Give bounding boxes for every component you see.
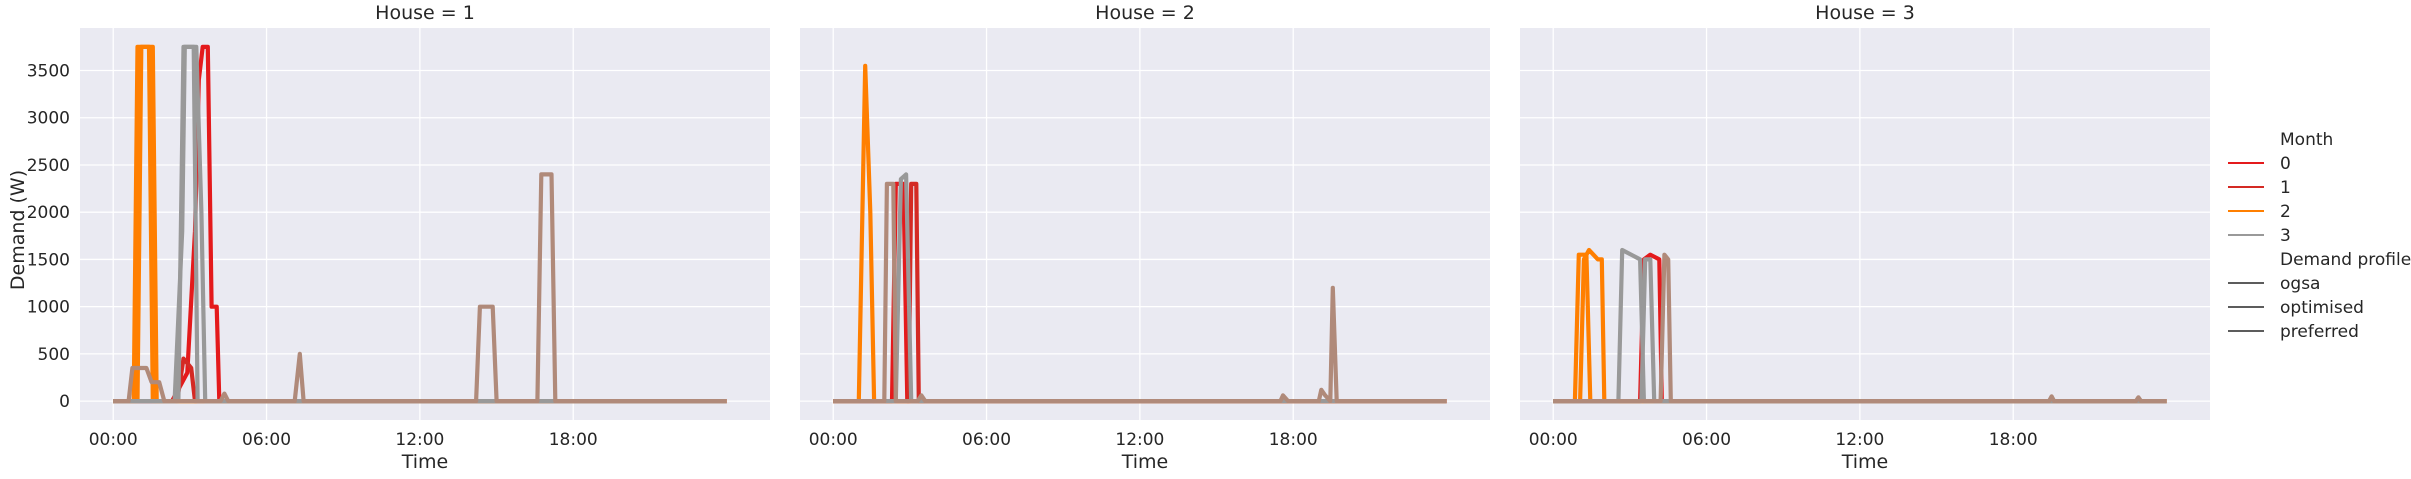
legend-label-month: 0 xyxy=(2280,154,2291,174)
y-tick-label: 3500 xyxy=(27,62,70,82)
legend-title-profile: Demand profile xyxy=(2280,250,2411,270)
x-tick-label: 00:00 xyxy=(809,430,858,450)
plot-background xyxy=(1520,28,2210,420)
x-tick-label: 06:00 xyxy=(1682,430,1731,450)
y-axis-label: Demand (W) xyxy=(7,170,29,290)
legend-label-profile: optimised xyxy=(2280,298,2364,318)
x-tick-label: 06:00 xyxy=(242,430,291,450)
x-tick-label: 18:00 xyxy=(1269,430,1318,450)
panel-2: 00:00 06:00 12:00 18:00 Time House = 2 xyxy=(800,2,1490,473)
legend-label-month: 3 xyxy=(2280,226,2291,246)
x-tick-label: 12:00 xyxy=(1115,430,1164,450)
legend-label-month: 2 xyxy=(2280,202,2291,222)
x-tick-label: 12:00 xyxy=(1835,430,1884,450)
legend-label-month: 1 xyxy=(2280,178,2291,198)
x-axis-label: Time xyxy=(1841,451,1889,473)
panel-title: House = 1 xyxy=(375,2,475,24)
x-tick-label: 00:00 xyxy=(89,430,138,450)
legend-title-month: Month xyxy=(2280,130,2333,150)
y-tick-label: 2500 xyxy=(27,156,70,176)
panel-title: House = 3 xyxy=(1815,2,1915,24)
y-tick-label: 500 xyxy=(38,345,70,365)
x-axis-label: Time xyxy=(401,451,449,473)
legend-label-profile: preferred xyxy=(2280,322,2359,342)
series-line-month-3-preferred xyxy=(833,181,1447,404)
y-tick-label: 1500 xyxy=(27,250,70,270)
x-tick-label: 18:00 xyxy=(549,430,598,450)
x-tick-label: 18:00 xyxy=(1989,430,2038,450)
legend: Month 0 1 2 3 Demand profile ogsa optimised pref… xyxy=(2228,130,2411,342)
x-tick-label: 00:00 xyxy=(1529,430,1578,450)
x-tick-label: 06:00 xyxy=(962,430,1011,450)
y-tick-label: 3000 xyxy=(27,109,70,129)
y-tick-label: 2000 xyxy=(27,203,70,223)
y-tick-label: 1000 xyxy=(27,298,70,318)
panel-3: 00:00 06:00 12:00 18:00 Time House = 3 xyxy=(1520,2,2210,473)
x-tick-label: 12:00 xyxy=(395,430,444,450)
x-axis-label: Time xyxy=(1121,451,1169,473)
series-line-month-2-ogsa xyxy=(1553,247,2167,404)
panel-title: House = 2 xyxy=(1095,2,1195,24)
legend-label-profile: ogsa xyxy=(2280,274,2320,294)
panels: 00:00 06:00 12:00 18:00 0 500 1000 1500 2000 2500… xyxy=(27,2,2210,473)
y-tick-label: 0 xyxy=(59,392,70,412)
series-line-month-3-preferred xyxy=(1553,252,2167,404)
panel-1: 00:00 06:00 12:00 18:00 0 500 1000 1500 2000 2500… xyxy=(27,2,770,473)
series-line-month-3-preferred xyxy=(113,172,727,404)
